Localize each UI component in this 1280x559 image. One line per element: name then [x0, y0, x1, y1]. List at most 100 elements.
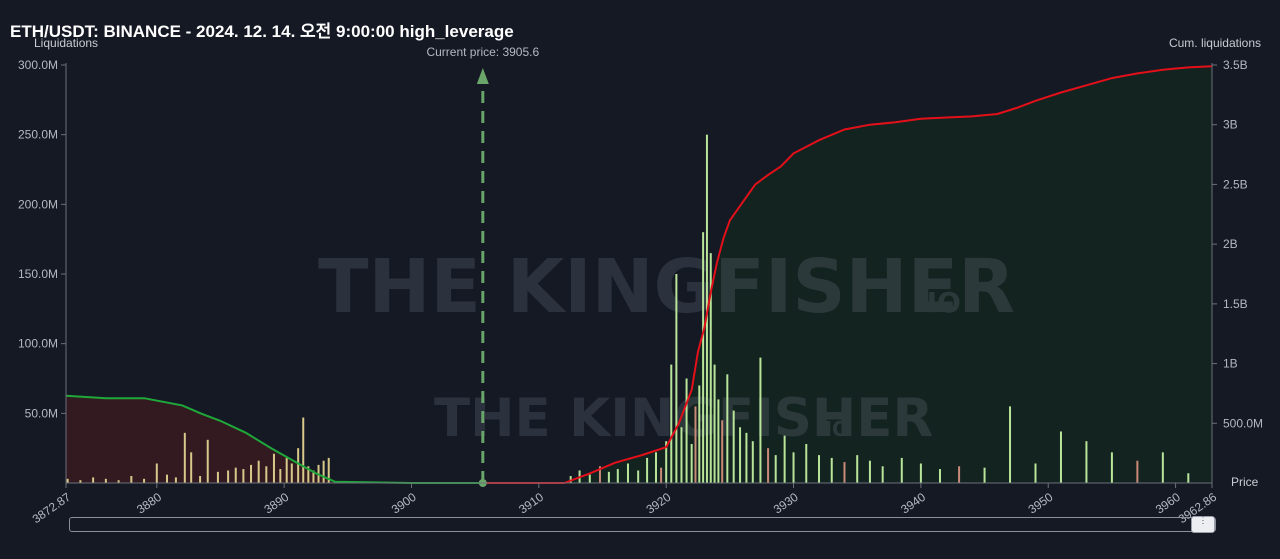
short-liquidation-bar — [958, 466, 961, 483]
long-liquidation-bar — [143, 478, 146, 483]
cumulative-lines — [65, 65, 1213, 484]
long-liquidation-bar — [199, 476, 202, 483]
watermark-suffix-large: .IO — [916, 286, 961, 319]
short-cumulative-area — [482, 66, 1212, 483]
short-liquidation-bar — [868, 460, 871, 483]
watermark-text-large: THE KINGFISHER — [318, 244, 1015, 330]
current-price-label: Current price: 3905.6 — [426, 45, 539, 59]
right-axis-title: Cum. liquidations — [1168, 36, 1261, 50]
long-liquidation-bar — [265, 466, 268, 483]
short-liquidation-bar — [805, 443, 808, 483]
x-tick-label: 3872.87 — [30, 490, 74, 527]
left-tick-label: 150.0M — [18, 267, 58, 281]
long-liquidation-bar — [234, 467, 237, 483]
long-liquidation-bar — [130, 476, 133, 483]
short-liquidation-bar — [792, 452, 795, 483]
short-liquidation-bar — [938, 469, 941, 483]
range-scrollbar[interactable]: ⋮ — [69, 516, 1216, 533]
watermark-suffix-small: .IO — [817, 417, 849, 441]
long-cumulative-line — [65, 394, 483, 484]
short-liquidation-bar — [690, 443, 693, 483]
long-liquidation-bar — [297, 448, 300, 483]
long-liquidation-bar — [66, 478, 69, 483]
short-liquidation-bar — [774, 455, 777, 483]
short-liquidation-bar — [900, 457, 903, 483]
cumulative-fills — [66, 66, 1212, 483]
x-tick-label: 3930 — [771, 490, 801, 517]
left-tick-label: 50.0M — [25, 406, 58, 420]
short-liquidation-bar — [694, 406, 697, 483]
x-tick-label: 3910 — [516, 490, 546, 517]
x-tick-label: 3920 — [644, 490, 674, 517]
short-liquidation-bar — [739, 427, 742, 483]
long-liquidation-bar — [279, 469, 282, 483]
long-liquidation-bar — [117, 480, 120, 483]
short-liquidation-bar — [881, 466, 884, 483]
left-tick-label: 250.0M — [18, 128, 58, 142]
long-liquidation-bar — [290, 463, 293, 483]
short-liquidation-bar — [1085, 441, 1088, 483]
short-liquidation-bar — [983, 467, 986, 483]
short-liquidation-bar — [1110, 452, 1113, 483]
short-liquidation-bar — [675, 274, 678, 483]
short-liquidation-bar — [717, 399, 720, 483]
long-liquidation-bar — [312, 470, 315, 483]
short-liquidation-bar — [1009, 406, 1012, 483]
short-liquidation-bar — [1187, 473, 1190, 483]
right-tick-label: 2B — [1223, 237, 1238, 251]
long-liquidation-bar — [79, 480, 82, 483]
short-liquidation-bar — [670, 364, 673, 483]
left-axis-title: Liquidations — [34, 36, 99, 50]
long-liquidation-bar — [165, 474, 168, 483]
left-tick-label: 200.0M — [18, 197, 58, 211]
short-liquidation-bar — [767, 448, 770, 483]
left-tick-label: 300.0M — [18, 58, 58, 72]
long-liquidation-bar — [322, 460, 325, 483]
long-liquidation-bar — [272, 453, 275, 483]
short-liquidation-bar — [751, 441, 754, 483]
long-liquidation-bar — [216, 471, 219, 483]
short-liquidation-bar — [818, 455, 821, 483]
right-tick-label: 500.0M — [1223, 416, 1263, 430]
short-liquidation-bar — [588, 474, 591, 483]
short-liquidation-bar — [732, 410, 735, 483]
right-tick-label: 3B — [1223, 118, 1238, 132]
scrollbar-handle[interactable]: ⋮ — [1191, 516, 1215, 533]
short-liquidation-bar — [616, 469, 619, 483]
long-liquidation-bar — [242, 469, 245, 483]
short-liquidation-bar — [1161, 452, 1164, 483]
short-liquidation-bar — [919, 463, 922, 483]
long-liquidation-bar — [302, 417, 305, 483]
long-liquidation-bar — [285, 457, 288, 483]
short-liquidation-bar — [1034, 463, 1037, 483]
long-liquidation-bar — [307, 466, 310, 483]
long-liquidation-bar — [190, 452, 193, 483]
short-liquidation-bar — [698, 385, 701, 483]
short-liquidation-bar — [759, 357, 762, 483]
long-liquidation-bar — [92, 477, 95, 483]
price-axis-title: Price — [1231, 475, 1259, 489]
long-liquidation-bar — [257, 460, 260, 483]
watermark-text-small: THE KINGFISHER — [434, 388, 933, 449]
short-liquidation-bar — [665, 441, 668, 483]
short-liquidation-bar — [646, 457, 649, 483]
short-liquidation-bar — [843, 462, 846, 483]
right-tick-label: 1.5B — [1223, 297, 1248, 311]
long-liquidation-bar — [174, 477, 177, 483]
long-cumulative-area — [66, 395, 483, 483]
short-liquidation-bar — [721, 420, 724, 483]
right-tick-label: 2.5B — [1223, 177, 1248, 191]
long-liquidation-bar — [206, 439, 209, 483]
left-tick-label: 100.0M — [18, 337, 58, 351]
short-liquidation-bar — [598, 466, 601, 483]
x-tick-label: 3950 — [1026, 490, 1056, 517]
long-liquidation-bar — [327, 457, 330, 483]
short-liquidation-bar — [660, 467, 663, 483]
short-liquidation-bar — [637, 470, 640, 483]
short-liquidation-bar — [726, 374, 729, 483]
current-price-arrowhead — [476, 68, 489, 84]
short-liquidation-bar — [626, 463, 629, 483]
short-liquidation-bar — [783, 435, 786, 483]
short-liquidation-bar — [1136, 460, 1139, 483]
